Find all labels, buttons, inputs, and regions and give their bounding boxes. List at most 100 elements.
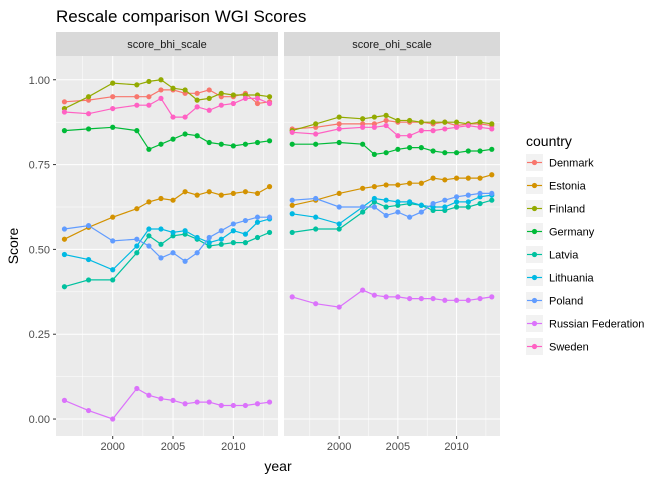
data-point xyxy=(477,124,483,130)
data-point xyxy=(134,385,140,392)
data-point xyxy=(477,190,483,197)
legend-label: Russian Federation xyxy=(549,319,644,331)
data-point xyxy=(182,258,188,264)
data-point xyxy=(336,221,342,227)
data-point xyxy=(170,136,176,142)
data-point xyxy=(194,234,200,241)
legend-item: Poland xyxy=(526,292,583,309)
data-point xyxy=(266,399,273,405)
data-point xyxy=(110,94,116,100)
panel-background xyxy=(284,56,500,436)
data-point xyxy=(465,148,471,154)
data-point xyxy=(85,111,92,117)
data-point xyxy=(158,77,164,83)
data-point xyxy=(218,90,224,96)
data-point xyxy=(146,199,152,205)
y-tick-label: 0.00 xyxy=(29,414,50,426)
data-point xyxy=(146,102,152,108)
legend-label: Finland xyxy=(549,204,585,216)
data-point xyxy=(442,126,448,132)
data-point xyxy=(371,114,377,120)
panels: score_bhi_scale 2000 2005 2010 0.00 0.25 0.50 0… xyxy=(29,32,500,453)
data-point xyxy=(430,128,436,134)
data-point xyxy=(465,122,471,129)
data-point xyxy=(61,128,68,134)
data-point xyxy=(313,195,319,202)
legend-label: Sweden xyxy=(549,342,589,354)
data-point xyxy=(254,95,261,102)
data-point xyxy=(430,175,436,181)
legend-key-point xyxy=(531,228,538,235)
data-point xyxy=(465,297,471,303)
data-point xyxy=(383,294,389,300)
data-point xyxy=(170,397,176,403)
data-point xyxy=(395,133,401,139)
legend-item: Germany xyxy=(526,223,595,240)
data-point xyxy=(146,226,152,232)
data-point xyxy=(182,401,188,407)
data-point xyxy=(371,184,377,190)
data-point xyxy=(418,202,424,208)
legend-key-point xyxy=(531,274,538,281)
legend-item: Denmark xyxy=(526,154,594,171)
data-point xyxy=(489,294,495,300)
data-point xyxy=(360,116,366,122)
panel-score_ohi_scale: score_ohi_scale 2000 2005 2010 xyxy=(284,32,500,453)
data-point xyxy=(266,138,273,144)
data-point xyxy=(489,126,495,132)
data-point xyxy=(170,197,176,203)
data-point xyxy=(453,204,460,210)
legend-key-point xyxy=(531,251,538,258)
data-point xyxy=(336,226,342,232)
data-point xyxy=(407,117,413,124)
data-point xyxy=(407,145,413,151)
data-point xyxy=(360,204,366,210)
data-point xyxy=(313,301,319,307)
data-point xyxy=(218,402,224,409)
data-point xyxy=(289,197,295,203)
data-point xyxy=(430,119,436,125)
data-point xyxy=(453,119,460,125)
data-point xyxy=(407,199,413,205)
data-point xyxy=(254,234,261,241)
data-point xyxy=(465,199,471,205)
facet-strip xyxy=(56,32,278,56)
data-point xyxy=(170,114,176,120)
data-point xyxy=(477,295,483,302)
data-point xyxy=(489,146,495,152)
data-point xyxy=(158,95,164,102)
data-point xyxy=(110,416,116,422)
data-point xyxy=(430,200,436,207)
data-point xyxy=(395,146,401,152)
data-point xyxy=(313,214,319,220)
data-point xyxy=(110,80,116,86)
data-point xyxy=(430,295,436,302)
data-point xyxy=(453,150,460,156)
data-point xyxy=(289,294,295,300)
data-point xyxy=(313,226,319,232)
data-point xyxy=(395,199,401,205)
data-point xyxy=(453,175,460,181)
data-point xyxy=(61,236,68,242)
data-point xyxy=(453,194,460,200)
data-point xyxy=(477,175,483,181)
data-point xyxy=(360,141,366,147)
data-point xyxy=(158,255,164,261)
data-point xyxy=(218,241,224,247)
data-point xyxy=(453,124,460,130)
data-point xyxy=(230,221,236,227)
data-point xyxy=(442,177,448,183)
facet-strip-label: score_bhi_scale xyxy=(127,39,207,51)
data-point xyxy=(134,236,140,242)
data-point xyxy=(383,197,389,203)
legend-key-point xyxy=(531,297,538,304)
data-point xyxy=(289,129,295,135)
data-point xyxy=(371,195,377,202)
data-point xyxy=(242,231,249,237)
data-point xyxy=(182,87,188,93)
x-tick-label: 2000 xyxy=(327,441,351,453)
data-point xyxy=(395,294,401,300)
data-point xyxy=(194,399,200,405)
data-point xyxy=(395,182,401,188)
data-point xyxy=(242,141,249,147)
